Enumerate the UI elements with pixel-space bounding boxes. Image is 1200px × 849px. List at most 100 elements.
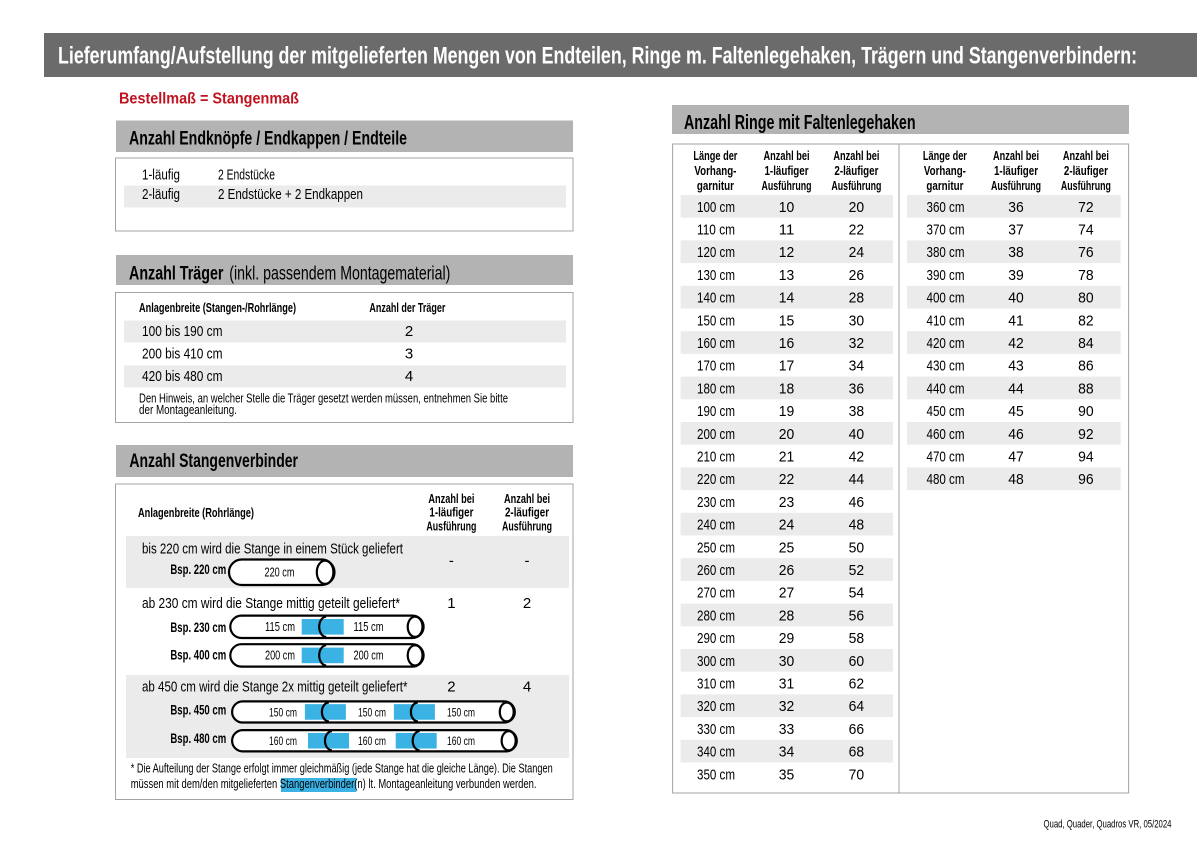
svg-text:120 cm: 120 cm <box>697 244 735 261</box>
svg-text:2: 2 <box>523 595 531 612</box>
svg-text:210 cm: 210 cm <box>697 449 735 466</box>
svg-text:300 cm: 300 cm <box>697 653 735 670</box>
svg-text:Anzahl Ringe mit Faltenlegehak: Anzahl Ringe mit Faltenlegehaken <box>684 112 916 134</box>
svg-text:33: 33 <box>779 721 795 738</box>
svg-text:29: 29 <box>779 630 795 647</box>
svg-text:2-läufiger: 2-läufiger <box>1064 163 1108 178</box>
svg-text:115 cm: 115 cm <box>354 620 384 634</box>
svg-text:46: 46 <box>849 494 865 511</box>
svg-text:88: 88 <box>1078 380 1094 397</box>
svg-text:66: 66 <box>849 721 865 738</box>
svg-text:-: - <box>449 553 454 570</box>
svg-text:330 cm: 330 cm <box>697 721 735 738</box>
svg-text:20: 20 <box>849 199 865 216</box>
svg-text:Quad, Quader, Quadros VR, 05/2: Quad, Quader, Quadros VR, 05/2024 <box>1044 819 1172 831</box>
svg-text:290 cm: 290 cm <box>697 630 735 647</box>
svg-text:100 bis 190 cm: 100 bis 190 cm <box>142 323 223 340</box>
svg-text:2: 2 <box>405 323 413 340</box>
svg-text:2: 2 <box>447 678 455 695</box>
svg-text:340 cm: 340 cm <box>697 744 735 761</box>
svg-text:440 cm: 440 cm <box>927 380 965 397</box>
svg-text:Anzahl der Träger: Anzahl der Träger <box>369 300 445 315</box>
svg-text:37: 37 <box>1008 222 1024 239</box>
svg-text:150 cm: 150 cm <box>447 705 475 719</box>
svg-text:38: 38 <box>1008 244 1024 261</box>
svg-text:26: 26 <box>849 267 865 284</box>
svg-text:270 cm: 270 cm <box>697 585 735 602</box>
svg-text:16: 16 <box>779 335 795 352</box>
svg-text:220 cm: 220 cm <box>697 471 735 488</box>
svg-text:170 cm: 170 cm <box>697 358 735 375</box>
svg-text:Anzahl bei: Anzahl bei <box>833 148 879 163</box>
svg-text:100 cm: 100 cm <box>697 199 735 216</box>
svg-text:Länge der: Länge der <box>923 148 967 163</box>
svg-text:94: 94 <box>1078 449 1094 466</box>
svg-text:48: 48 <box>849 517 865 534</box>
svg-text:ab 450 cm wird die Stange 2x m: ab 450 cm wird die Stange 2x mittig gete… <box>142 678 408 695</box>
svg-text:Ausführung: Ausführung <box>1061 178 1111 193</box>
svg-text:35: 35 <box>779 766 795 783</box>
svg-text:32: 32 <box>849 335 865 352</box>
svg-text:86: 86 <box>1078 358 1094 375</box>
svg-text:44: 44 <box>1008 380 1024 397</box>
svg-text:58: 58 <box>849 630 865 647</box>
svg-text:260 cm: 260 cm <box>697 562 735 579</box>
svg-text:32: 32 <box>779 698 795 715</box>
svg-text:130 cm: 130 cm <box>697 267 735 284</box>
svg-text:Anzahl bei: Anzahl bei <box>428 491 474 506</box>
svg-text:20: 20 <box>779 426 795 443</box>
svg-text:420 cm: 420 cm <box>927 335 965 352</box>
svg-text:bis 220 cm wird die Stange in: bis 220 cm wird die Stange in einem Stüc… <box>142 541 404 558</box>
svg-text:150 cm: 150 cm <box>358 705 386 719</box>
svg-text:22: 22 <box>779 471 795 488</box>
svg-text:96: 96 <box>1078 471 1094 488</box>
svg-text:19: 19 <box>779 403 795 420</box>
svg-text:1-läufiger: 1-läufiger <box>429 505 473 520</box>
svg-text:42: 42 <box>849 449 865 466</box>
svg-text:84: 84 <box>1078 335 1094 352</box>
svg-text:2 Endstücke: 2 Endstücke <box>218 168 275 184</box>
svg-text:Ausführung: Ausführung <box>831 178 881 193</box>
svg-text:-: - <box>525 553 530 570</box>
svg-text:12: 12 <box>779 244 795 261</box>
svg-text:Anzahl Träger: Anzahl Träger <box>129 263 224 284</box>
svg-text:200 cm: 200 cm <box>354 649 384 663</box>
svg-text:250 cm: 250 cm <box>697 539 735 556</box>
svg-text:Anzahl bei: Anzahl bei <box>504 491 550 506</box>
svg-text:310 cm: 310 cm <box>697 676 735 693</box>
svg-text:190 cm: 190 cm <box>697 403 735 420</box>
svg-text:390 cm: 390 cm <box>927 267 965 284</box>
svg-text:64: 64 <box>849 698 865 715</box>
svg-text:410 cm: 410 cm <box>927 312 965 329</box>
svg-text:39: 39 <box>1008 267 1024 284</box>
svg-text:Anzahl Stangenverbinder: Anzahl Stangenverbinder <box>129 451 298 472</box>
svg-text:62: 62 <box>849 676 865 693</box>
svg-text:1-läufig: 1-läufig <box>142 168 180 184</box>
svg-text:21: 21 <box>779 449 795 466</box>
svg-text:38: 38 <box>849 403 865 420</box>
svg-text:Anlagenbreite (Stangen-/Rohrlä: Anlagenbreite (Stangen-/Rohrlänge) <box>139 300 296 315</box>
svg-text:370 cm: 370 cm <box>927 222 965 239</box>
svg-text:46: 46 <box>1008 426 1024 443</box>
svg-text:Ausführung: Ausführung <box>762 178 812 193</box>
svg-text:34: 34 <box>779 744 795 761</box>
svg-text:Bestellmaß = Stangenmaß: Bestellmaß = Stangenmaß <box>119 91 299 108</box>
svg-text:Ausführung: Ausführung <box>502 519 552 534</box>
svg-text:47: 47 <box>1008 449 1024 466</box>
svg-text:160 cm: 160 cm <box>358 734 386 748</box>
svg-text:240 cm: 240 cm <box>697 517 735 534</box>
svg-text:Bsp. 400 cm: Bsp. 400 cm <box>170 648 226 663</box>
svg-text:430 cm: 430 cm <box>927 358 965 375</box>
svg-text:68: 68 <box>849 744 865 761</box>
svg-text:280 cm: 280 cm <box>697 607 735 624</box>
svg-text:43: 43 <box>1008 358 1024 375</box>
svg-text:Lieferumfang/Aufstellung der m: Lieferumfang/Aufstellung der mitgeliefer… <box>58 43 1137 70</box>
svg-text:28: 28 <box>779 607 795 624</box>
svg-text:Anzahl bei: Anzahl bei <box>993 148 1039 163</box>
svg-text:44: 44 <box>849 471 865 488</box>
svg-text:76: 76 <box>1078 244 1094 261</box>
svg-text:230 cm: 230 cm <box>697 494 735 511</box>
svg-text:15: 15 <box>779 312 795 329</box>
svg-text:27: 27 <box>779 585 795 602</box>
svg-text:36: 36 <box>1008 199 1024 216</box>
